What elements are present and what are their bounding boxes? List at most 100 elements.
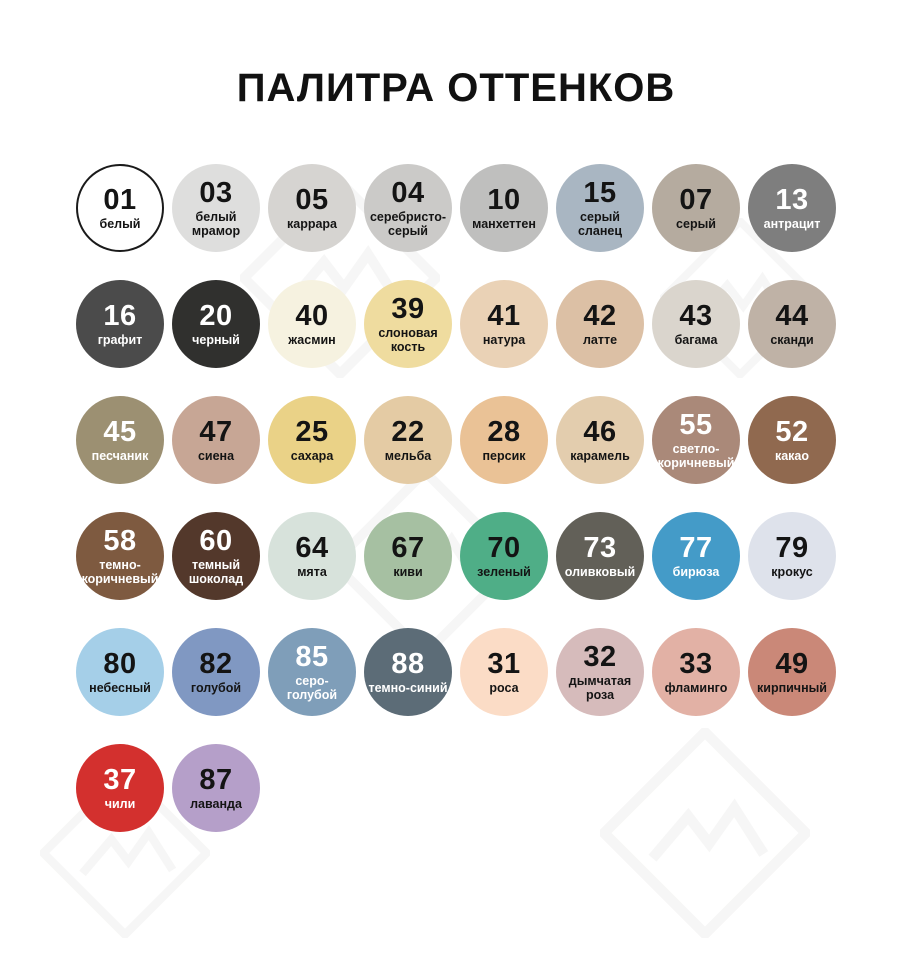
swatch-number: 42: [583, 299, 617, 332]
swatch-number: 40: [295, 299, 329, 332]
color-swatch-33: 33 фламинго: [652, 628, 740, 716]
color-swatch-67: 67 киви: [364, 512, 452, 600]
palette-row: 58 темно-коричневый 60 темный шоколад 64 мята…: [76, 512, 836, 600]
swatch-number: 28: [487, 415, 521, 448]
swatch-number: 07: [679, 183, 713, 216]
swatch-number: 04: [391, 176, 425, 209]
swatch-label: черный: [192, 332, 240, 347]
swatch-number: 58: [103, 524, 137, 557]
color-swatch-85: 85 серо-голубой: [268, 628, 356, 716]
color-swatch-10: 10 манхеттен: [460, 164, 548, 252]
color-swatch-79: 79 крокус: [748, 512, 836, 600]
swatch-label: слоновая кость: [378, 325, 438, 354]
swatch-number: 80: [103, 647, 137, 680]
swatch-label: чили: [104, 796, 136, 811]
swatch-label: темно-коричневый: [81, 557, 159, 586]
swatch-number: 49: [775, 647, 809, 680]
color-swatch-41: 41 натура: [460, 280, 548, 368]
color-swatch-44: 44 сканди: [748, 280, 836, 368]
palette-row: 16 графит 20 черный 40 жасмин 39 слоновая кость…: [76, 280, 836, 368]
swatch-number: 82: [199, 647, 233, 680]
palette-poster: ПАЛИТРА ОТТЕНКОВ 01 белый 03 белый мрамор 05…: [0, 68, 912, 832]
swatch-label: фламинго: [664, 680, 728, 695]
swatch-number: 22: [391, 415, 425, 448]
swatch-number: 46: [583, 415, 617, 448]
color-swatch-37: 37 чили: [76, 744, 164, 832]
swatch-label: мята: [297, 564, 327, 579]
swatch-number: 43: [679, 299, 713, 332]
color-swatch-28: 28 персик: [460, 396, 548, 484]
swatch-label: серый: [676, 216, 716, 231]
swatch-label: манхеттен: [472, 216, 536, 231]
swatch-number: 67: [391, 531, 425, 564]
swatch-number: 39: [391, 292, 425, 325]
color-swatch-77: 77 бирюза: [652, 512, 740, 600]
swatch-number: 85: [295, 640, 329, 673]
color-swatch-01: 01 белый: [76, 164, 164, 252]
swatch-label: белый мрамор: [191, 209, 241, 238]
swatch-label: персик: [482, 448, 526, 463]
color-swatch-52: 52 какао: [748, 396, 836, 484]
swatch-label: каррара: [286, 216, 338, 231]
palette-grid: 01 белый 03 белый мрамор 05 каррара 04 серебрис…: [76, 164, 836, 832]
swatch-number: 55: [679, 408, 713, 441]
swatch-label: жасмин: [288, 332, 336, 347]
color-swatch-22: 22 мельба: [364, 396, 452, 484]
color-swatch-70: 70 зеленый: [460, 512, 548, 600]
swatch-number: 52: [775, 415, 809, 448]
swatch-number: 01: [103, 183, 137, 216]
swatch-label: дымчатая роза: [568, 673, 632, 702]
color-swatch-39: 39 слоновая кость: [364, 280, 452, 368]
swatch-label: какао: [774, 448, 810, 463]
swatch-number: 05: [295, 183, 329, 216]
swatch-label: зеленый: [477, 564, 531, 579]
swatch-label: сахара: [290, 448, 334, 463]
color-swatch-82: 82 голубой: [172, 628, 260, 716]
color-swatch-32: 32 дымчатая роза: [556, 628, 644, 716]
color-swatch-73: 73 оливковый: [556, 512, 644, 600]
swatch-label: кирпичный: [757, 680, 827, 695]
color-swatch-64: 64 мята: [268, 512, 356, 600]
swatch-label: песчаник: [91, 448, 149, 463]
swatch-number: 73: [583, 531, 617, 564]
swatch-label: лаванда: [190, 796, 242, 811]
color-swatch-88: 88 темно-синий: [364, 628, 452, 716]
color-swatch-87: 87 лаванда: [172, 744, 260, 832]
color-swatch-05: 05 каррара: [268, 164, 356, 252]
color-swatch-13: 13 антрацит: [748, 164, 836, 252]
color-swatch-45: 45 песчаник: [76, 396, 164, 484]
swatch-number: 47: [199, 415, 233, 448]
swatch-label: карамель: [570, 448, 630, 463]
color-swatch-55: 55 светло-коричневый: [652, 396, 740, 484]
swatch-number: 16: [103, 299, 137, 332]
swatch-number: 37: [103, 763, 137, 796]
swatch-number: 64: [295, 531, 329, 564]
swatch-number: 20: [199, 299, 233, 332]
swatch-number: 10: [487, 183, 521, 216]
palette-row: 37 чили 87 лаванда: [76, 744, 836, 832]
swatch-number: 32: [583, 640, 617, 673]
color-swatch-43: 43 багама: [652, 280, 740, 368]
swatch-number: 45: [103, 415, 137, 448]
color-swatch-16: 16 графит: [76, 280, 164, 368]
color-swatch-04: 04 серебристо-серый: [364, 164, 452, 252]
swatch-label: голубой: [190, 680, 242, 695]
swatch-label: небесный: [89, 680, 151, 695]
page-title: ПАЛИТРА ОТТЕНКОВ: [236, 66, 676, 110]
color-swatch-80: 80 небесный: [76, 628, 164, 716]
swatch-number: 25: [295, 415, 329, 448]
swatch-label: темно-синий: [368, 680, 448, 695]
palette-row: 80 небесный 82 голубой 85 серо-голубой 88 темно…: [76, 628, 836, 716]
swatch-label: мельба: [384, 448, 432, 463]
color-swatch-42: 42 латте: [556, 280, 644, 368]
swatch-number: 87: [199, 763, 233, 796]
palette-row: 01 белый 03 белый мрамор 05 каррара 04 серебрис…: [76, 164, 836, 252]
color-swatch-46: 46 карамель: [556, 396, 644, 484]
swatch-label: белый: [99, 216, 141, 231]
swatch-label: серебристо-серый: [369, 209, 447, 238]
swatch-number: 03: [199, 176, 233, 209]
color-swatch-31: 31 роса: [460, 628, 548, 716]
color-swatch-15: 15 серый сланец: [556, 164, 644, 252]
swatch-number: 88: [391, 647, 425, 680]
color-swatch-40: 40 жасмин: [268, 280, 356, 368]
